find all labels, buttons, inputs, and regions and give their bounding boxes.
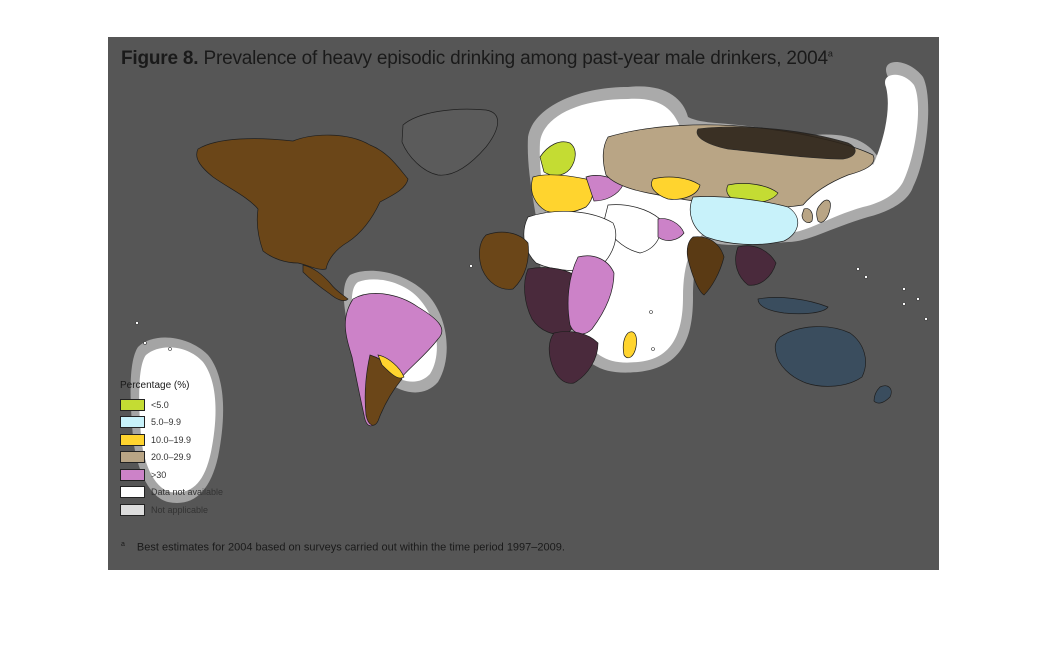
india — [686, 236, 725, 296]
map-legend: Percentage (%) <5.0 5.0–9.9 10.0–19.9 20… — [120, 380, 250, 519]
legend-swatch — [120, 503, 145, 516]
legend-swatch — [120, 416, 145, 429]
japan — [816, 199, 831, 223]
legend-swatch — [120, 486, 145, 499]
legend-label: Data not available — [151, 487, 224, 498]
land-masses — [196, 108, 892, 427]
western-europe — [531, 174, 594, 214]
legend-item: 20.0–29.9 — [120, 449, 250, 467]
figure-title: Figure 8. Prevalence of heavy episodic d… — [121, 48, 833, 70]
legend-label: 5.0–9.9 — [151, 417, 182, 428]
figure-title-text: Prevalence of heavy episodic drinking am… — [203, 48, 828, 69]
legend-label: >30 — [151, 469, 167, 480]
greenland — [401, 108, 498, 176]
legend-item: <5.0 — [120, 396, 250, 414]
argentina-band — [377, 354, 405, 379]
siberia-dark — [696, 126, 856, 160]
legend-item: 5.0–9.9 — [120, 414, 250, 432]
legend-label: <5.0 — [151, 399, 169, 410]
world-map — [130, 62, 929, 503]
southern-africa — [548, 331, 599, 384]
legend-swatch — [120, 468, 145, 481]
southeast-asia — [735, 245, 777, 286]
legend-title: Percentage (%) — [120, 380, 190, 391]
east-africa — [567, 255, 615, 335]
legend-item: 10.0–19.9 — [120, 431, 250, 449]
figure-panel: Figure 8. Prevalence of heavy episodic d… — [108, 37, 939, 570]
legend-rows: <5.0 5.0–9.9 10.0–19.9 20.0–29.9 >30 Dat… — [120, 396, 250, 519]
central-america — [302, 264, 349, 301]
west-africa — [479, 231, 529, 290]
north-america — [196, 134, 409, 270]
legend-swatch — [120, 451, 145, 464]
figure-footnote: a Best estimates for 2004 based on survey… — [121, 541, 565, 554]
legend-swatch — [120, 433, 145, 446]
footnote-mark: a — [121, 541, 125, 548]
footnote-text: Best estimates for 2004 based on surveys… — [136, 541, 565, 554]
indonesia — [757, 297, 829, 315]
pakistan — [657, 218, 685, 241]
island-markers — [135, 264, 928, 351]
china — [689, 196, 798, 245]
title-footnote-mark: a — [827, 48, 833, 59]
legend-label: 20.0–29.9 — [151, 452, 192, 463]
legend-item: >30 — [120, 466, 250, 484]
legend-item: Data not available — [120, 484, 250, 502]
madagascar — [622, 331, 637, 359]
australia — [774, 326, 866, 387]
legend-label: 10.0–19.9 — [151, 434, 192, 445]
legend-swatch — [120, 398, 145, 411]
new-zealand — [873, 385, 892, 404]
kazakhstan — [651, 176, 701, 200]
legend-item: Not applicable — [120, 501, 250, 519]
figure-label: Figure 8. — [121, 48, 199, 69]
legend-label: Not applicable — [151, 504, 209, 515]
korea — [801, 208, 813, 223]
spotlight-pacific-core — [139, 347, 216, 493]
